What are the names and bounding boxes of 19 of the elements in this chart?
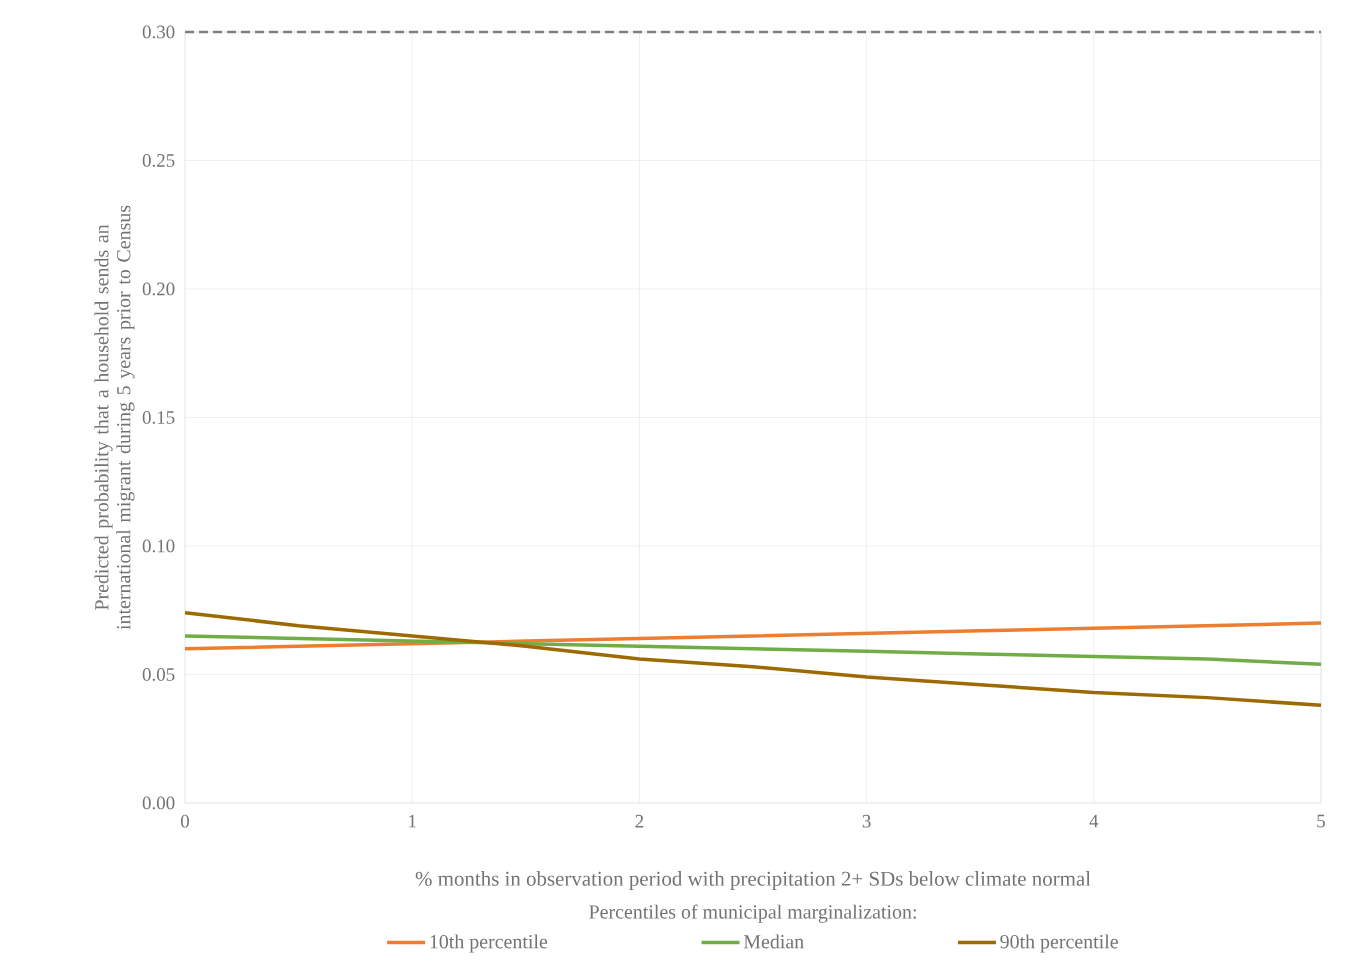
x-tick-label: 4 xyxy=(1089,814,1099,828)
x-tick-label: 0 xyxy=(180,814,190,828)
y-tick-label: 0.30 xyxy=(142,25,175,39)
x-tick-label: 2 xyxy=(635,814,644,828)
y-tick-label: 0.20 xyxy=(142,282,175,296)
y-tick-label: 0.25 xyxy=(142,154,175,167)
legend-title: Percentiles of municipal marginalization: xyxy=(589,904,916,923)
y-tick-label: 0.05 xyxy=(142,668,175,681)
x-axis-title: % months in observation period with precipitation 2+ SDs below climate normal xyxy=(415,871,1091,891)
x-tick-label: 1 xyxy=(409,814,416,828)
x-tick-label: 3 xyxy=(862,814,871,828)
y-tick-label: 0.15 xyxy=(142,411,175,424)
legend-label: 10th percentile xyxy=(430,934,548,953)
x-tick-label: 5 xyxy=(1317,814,1325,828)
legend-label: Median xyxy=(743,934,804,949)
legend-label: 90th percentile xyxy=(1000,934,1118,953)
y-tick-label: 0.10 xyxy=(142,539,175,553)
y-axis-title: Predicted probability that a household sends an international migrant during 5 years prior to Census xyxy=(94,205,135,630)
y-tick-label: 0.00 xyxy=(142,796,175,810)
